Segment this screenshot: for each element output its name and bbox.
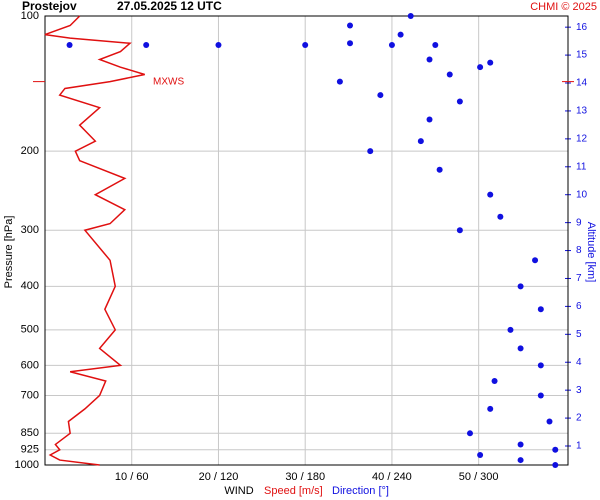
- direction-point: [537, 362, 544, 369]
- direction-point: [517, 441, 524, 448]
- direction-point: [487, 405, 494, 412]
- direction-point: [552, 446, 559, 453]
- y2-tick-label: 12: [576, 134, 588, 145]
- y2-tick-label: 7: [576, 273, 582, 284]
- direction-point: [456, 98, 463, 105]
- legend-direction: Direction [°]: [332, 485, 389, 497]
- direction-point: [507, 326, 514, 333]
- y-tick-label: 400: [21, 280, 39, 292]
- direction-point: [426, 56, 433, 63]
- speed-line: [44, 15, 145, 466]
- direction-point: [347, 40, 354, 47]
- direction-point: [487, 191, 494, 198]
- x-tick-label: 10 / 60: [115, 471, 149, 483]
- annotation: MXWS: [153, 76, 184, 87]
- direction-point: [546, 418, 553, 425]
- x-tick-label: 40 / 240: [372, 471, 412, 483]
- direction-point: [517, 457, 524, 464]
- direction-point: [66, 41, 73, 48]
- y-tick-label: 925: [21, 444, 39, 456]
- y2-tick-label: 1: [576, 441, 582, 452]
- direction-point: [491, 377, 498, 384]
- credit: CHMI © 2025: [530, 1, 597, 13]
- direction-point: [417, 138, 424, 145]
- y-tick-label: 600: [21, 359, 39, 371]
- direction-point: [377, 92, 384, 99]
- y2-tick-label: 3: [576, 385, 582, 396]
- direction-point: [215, 41, 222, 48]
- direction-point: [347, 22, 354, 29]
- y2-tick-label: 4: [576, 357, 582, 368]
- x-axis-label: WIND: [224, 485, 253, 497]
- plot-frame: [44, 15, 569, 466]
- y-tick-label: 100: [21, 10, 39, 22]
- y2-tick-label: 9: [576, 217, 582, 228]
- y2-tick-label: 10: [576, 189, 588, 200]
- direction-point: [537, 306, 544, 313]
- x-tick-label: 30 / 180: [285, 471, 325, 483]
- direction-point: [537, 392, 544, 399]
- direction-point: [407, 13, 414, 19]
- direction-point: [532, 257, 539, 264]
- direction-point: [466, 430, 473, 437]
- direction-point: [446, 71, 453, 78]
- direction-point: [302, 41, 309, 48]
- direction-point: [426, 116, 433, 123]
- y-tick-label: 700: [21, 389, 39, 401]
- y2-tick-label: 13: [576, 106, 588, 117]
- y-tick-label: 850: [21, 427, 39, 439]
- station: Prostejov: [22, 0, 77, 13]
- direction-point: [143, 41, 150, 48]
- chart-title: 27.05.2025 12 UTC: [117, 0, 222, 13]
- x-tick-label: 50 / 300: [459, 471, 499, 483]
- y-tick-label: 1000: [15, 459, 39, 471]
- direction-point: [336, 78, 343, 85]
- direction-point: [552, 462, 559, 468]
- direction-point: [436, 166, 443, 173]
- y2-tick-label: 6: [576, 301, 582, 312]
- y2-tick-label: 5: [576, 329, 582, 340]
- legend-speed: Speed [m/s]: [264, 485, 323, 497]
- y2-tick-label: 16: [576, 22, 588, 33]
- direction-point: [388, 41, 395, 48]
- direction-point: [477, 451, 484, 458]
- direction-point: [497, 213, 504, 220]
- y-tick-label: 300: [21, 224, 39, 236]
- y2-tick-label: 15: [576, 50, 588, 61]
- y2-tick-label: 11: [576, 161, 587, 172]
- y-axis-label: Pressure [hPa]: [3, 216, 15, 289]
- direction-point: [517, 345, 524, 352]
- direction-point: [517, 283, 524, 290]
- direction-point: [487, 59, 494, 66]
- direction-point: [397, 31, 404, 38]
- y-tick-label: 500: [21, 324, 39, 336]
- x-tick-label: 20 / 120: [199, 471, 239, 483]
- direction-point: [432, 41, 439, 48]
- y2-axis-label: Altitude [km]: [585, 222, 597, 283]
- direction-point: [477, 64, 484, 71]
- y2-tick-label: 8: [576, 245, 582, 256]
- y2-tick-label: 14: [576, 78, 588, 89]
- y2-tick-label: 2: [576, 413, 582, 424]
- y-tick-label: 200: [21, 145, 39, 157]
- direction-point: [367, 148, 374, 155]
- direction-point: [456, 227, 463, 234]
